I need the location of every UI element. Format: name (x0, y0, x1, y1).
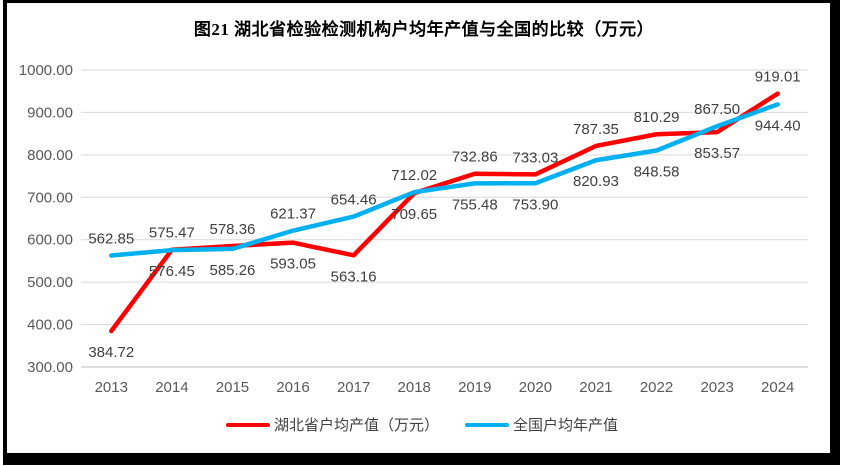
data-label-hubei: 593.05 (270, 256, 316, 273)
x-axis-tick-label: 2024 (761, 379, 794, 396)
y-axis-tick-label: 600.00 (27, 232, 73, 249)
y-axis-tick-label: 800.00 (27, 147, 73, 164)
data-label-national: 575.47 (149, 225, 195, 242)
y-axis-tick-label: 400.00 (27, 317, 73, 334)
data-label-hubei: 820.93 (573, 173, 619, 190)
data-label-hubei: 585.26 (210, 262, 256, 279)
legend-item-hubei: 湖北省户均产值（万元） (225, 414, 439, 435)
data-label-national: 919.01 (755, 69, 801, 86)
line-chart-plot-area: 300.00 400.00 500.00 600.00 700.00 800.00 900.… (19, 62, 808, 396)
x-axis-tick-label: 2014 (155, 379, 188, 396)
data-label-hubei: 944.40 (755, 117, 801, 134)
y-axis-tick-label: 500.00 (27, 274, 73, 291)
data-label-national: 867.50 (694, 101, 740, 118)
data-label-national: 810.29 (634, 109, 680, 126)
legend-line-red-icon (225, 422, 270, 427)
y-axis-tick-label: 300.00 (27, 359, 73, 376)
data-label-national: 787.35 (573, 121, 619, 138)
data-label-hubei: 753.90 (512, 196, 558, 213)
x-axis-tick-label: 2013 (95, 379, 128, 396)
data-label-hubei: 563.16 (331, 268, 377, 285)
data-label-hubei: 853.57 (694, 145, 740, 162)
data-label-national: 712.02 (391, 167, 437, 184)
x-axis-tick-label: 2017 (337, 379, 370, 396)
x-axis-tick-label: 2022 (640, 379, 673, 396)
series-line-hubei (109, 91, 780, 334)
legend-label-national: 全国户均年产值 (513, 417, 619, 434)
data-label-hubei: 384.72 (88, 344, 134, 361)
data-label-hubei: 709.65 (391, 206, 437, 223)
y-axis-tick-label: 700.00 (27, 189, 73, 206)
x-axis-tick-label: 2015 (216, 379, 249, 396)
chart-legend: 湖北省户均产值（万元） 全国户均年产值 (0, 414, 844, 435)
legend-label-hubei: 湖北省户均产值（万元） (273, 417, 439, 434)
legend-line-blue-icon (465, 422, 509, 427)
y-axis-tick-label: 900.00 (27, 104, 73, 121)
x-axis-tick-label: 2023 (700, 379, 733, 396)
series-line-national (109, 102, 780, 258)
y-axis-tick-label: 1000.00 (19, 62, 73, 79)
x-axis-tick-label: 2018 (398, 379, 431, 396)
chart-title: 图21 湖北省检验检测机构户均年产值与全国的比较（万元） (193, 20, 655, 39)
data-label-national: 654.46 (331, 192, 377, 209)
data-label-national: 562.85 (88, 230, 134, 247)
x-axis-tick-label: 2019 (458, 379, 491, 396)
data-label-national: 578.36 (210, 221, 256, 238)
data-label-national: 733.03 (512, 149, 558, 166)
data-label-hubei: 848.58 (634, 163, 680, 180)
data-label-national: 732.86 (452, 149, 498, 166)
x-axis-tick-label: 2021 (579, 379, 612, 396)
data-label-hubei: 576.45 (149, 263, 195, 280)
data-label-hubei: 755.48 (452, 196, 498, 213)
x-axis-tick-label: 2016 (276, 379, 309, 396)
legend-item-national: 全国户均年产值 (465, 414, 618, 435)
data-label-national: 621.37 (270, 206, 316, 223)
x-axis-tick-label: 2020 (519, 379, 552, 396)
